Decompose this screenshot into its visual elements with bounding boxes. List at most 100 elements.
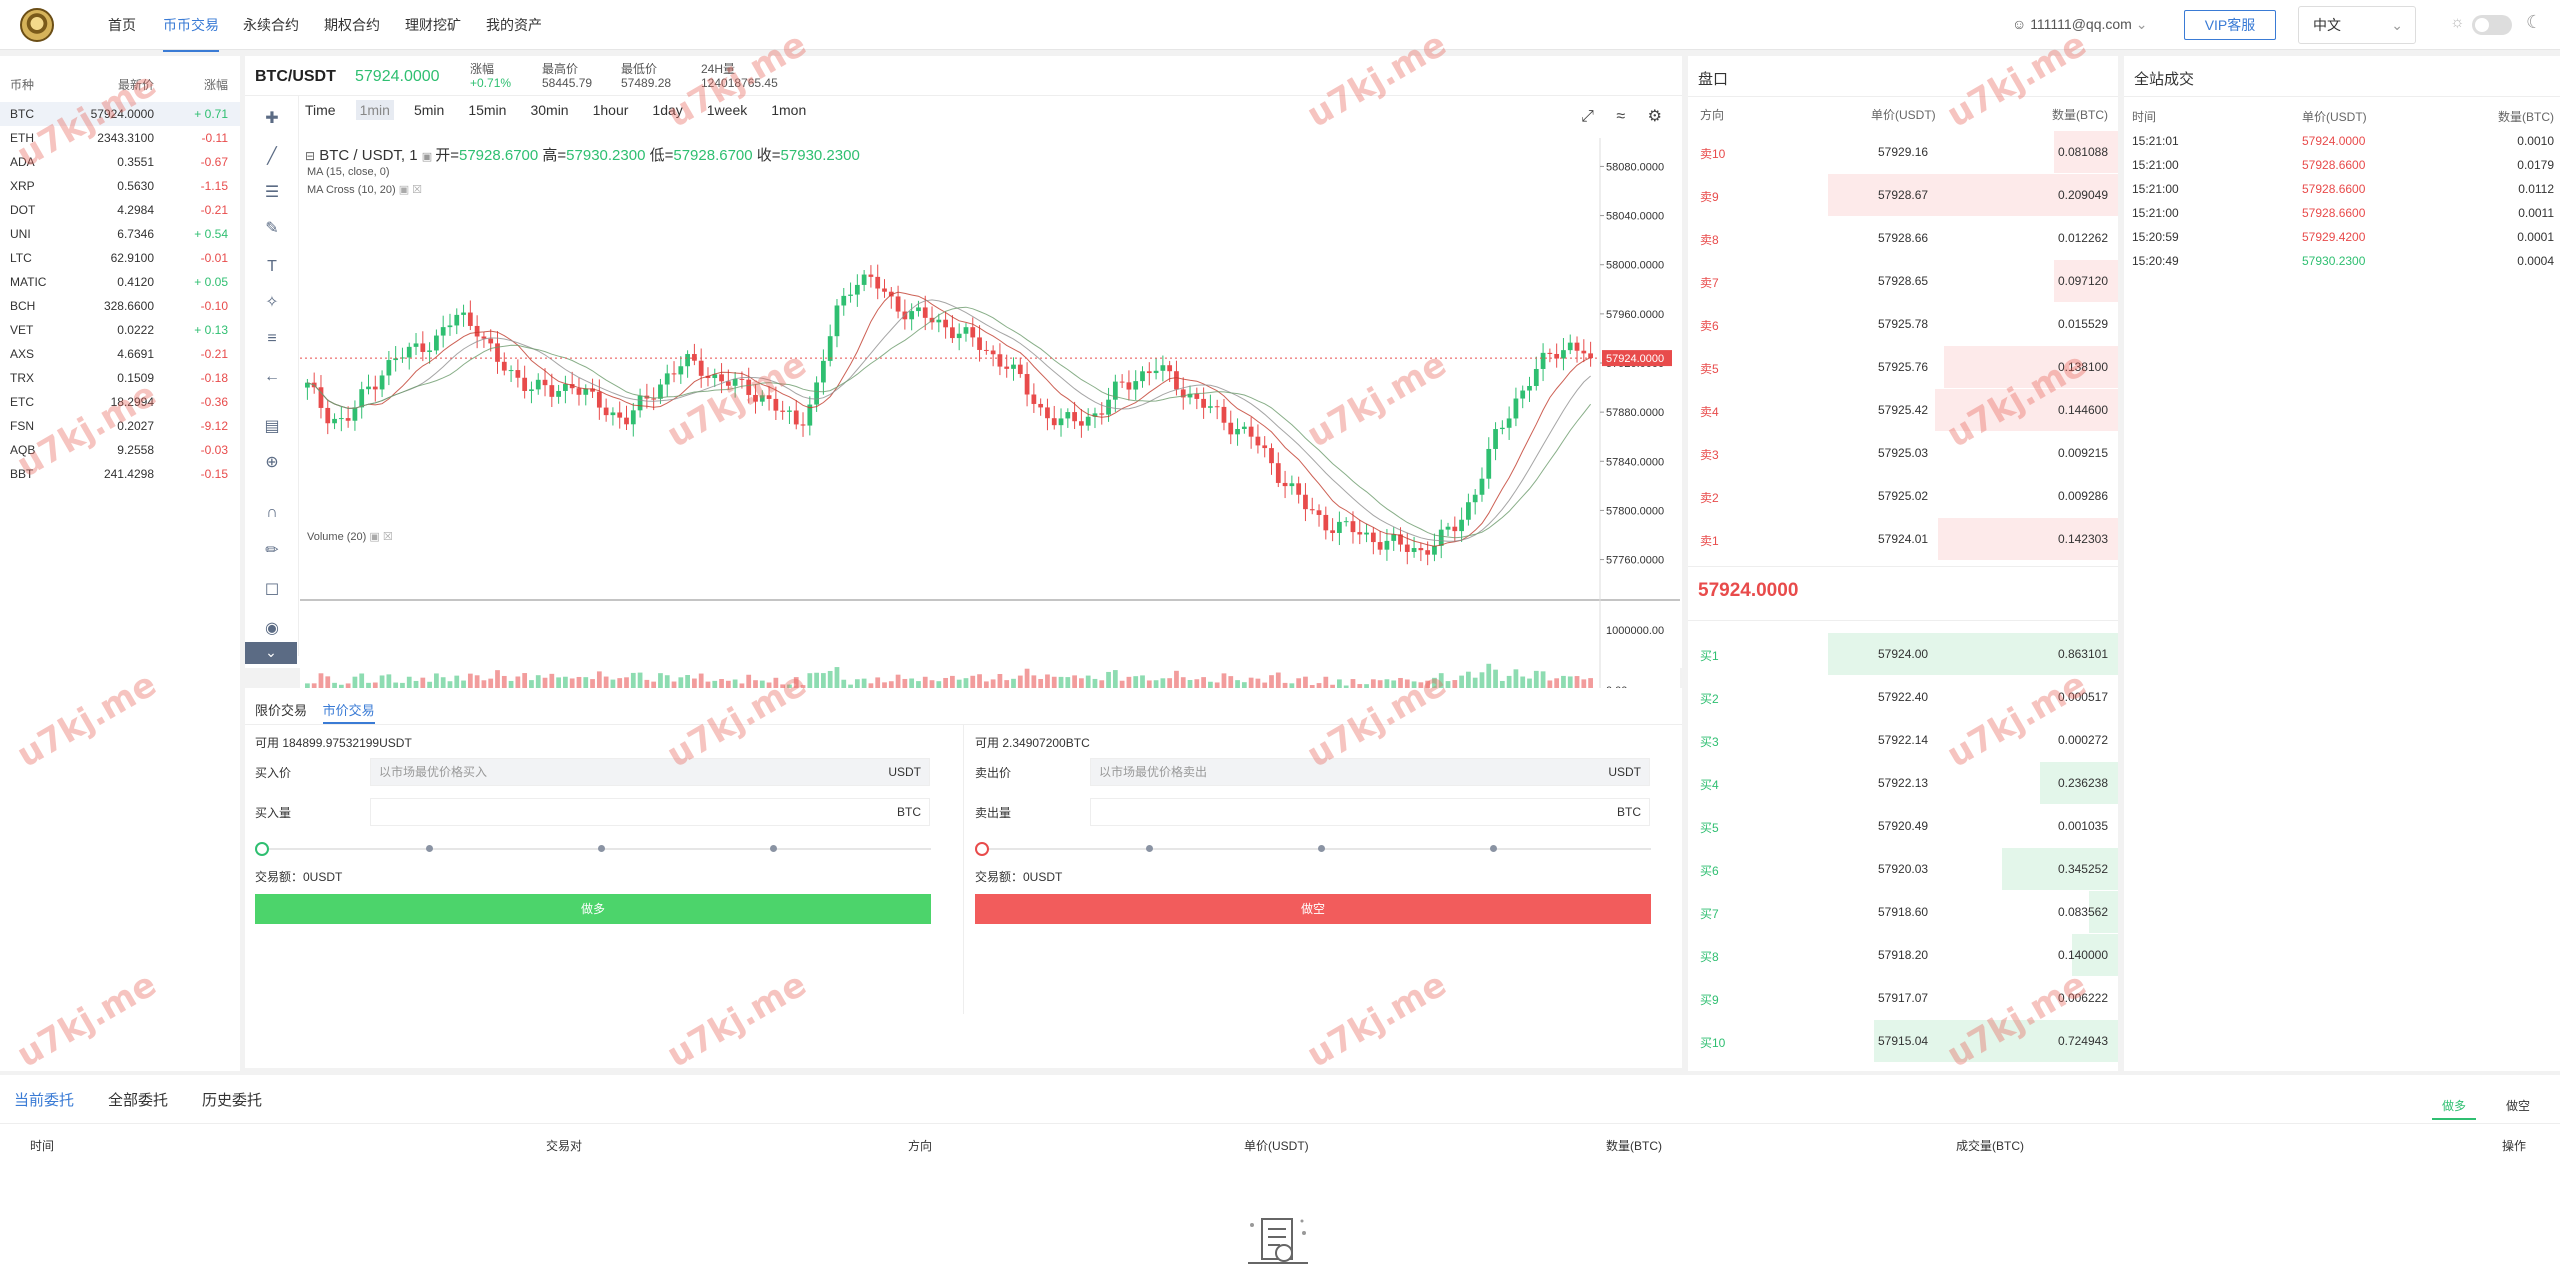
market-row[interactable]: LTC 62.9100 -0.01 bbox=[0, 246, 240, 270]
user-menu[interactable]: ☺ 111111@qq.com ⌄ bbox=[2012, 16, 2147, 33]
market-row[interactable]: UNI 6.7346 + 0.54 bbox=[0, 222, 240, 246]
legend-hide-icon[interactable]: ▣ ☒ bbox=[369, 531, 393, 543]
slider-knob[interactable] bbox=[975, 842, 989, 856]
nav-assets[interactable]: 我的资产 bbox=[486, 17, 542, 33]
ask-row[interactable]: 卖3 57925.03 0.009215 bbox=[1688, 432, 2118, 474]
market-row[interactable]: ADA 0.3551 -0.67 bbox=[0, 150, 240, 174]
market-row[interactable]: BCH 328.6600 -0.10 bbox=[0, 294, 240, 318]
candle bbox=[1201, 387, 1206, 419]
lock-icon[interactable]: ☐ bbox=[264, 582, 280, 599]
fullscreen-icon[interactable]: ⤢ bbox=[1581, 108, 1594, 125]
ask-row[interactable]: 卖4 57925.42 0.144600 bbox=[1688, 389, 2118, 431]
sell-slider[interactable] bbox=[975, 842, 1651, 856]
ask-row[interactable]: 卖5 57925.76 0.138100 bbox=[1688, 346, 2118, 388]
magnet-icon[interactable]: ∩ bbox=[266, 504, 278, 521]
timeframe-Time[interactable]: Time bbox=[305, 102, 336, 118]
nav-spot[interactable]: 币币交易 bbox=[163, 17, 219, 52]
tab-limit[interactable]: 限价交易 bbox=[255, 703, 308, 718]
volume-bar bbox=[1106, 671, 1111, 690]
tab-market[interactable]: 市价交易 bbox=[322, 703, 375, 724]
pencil-lock-icon[interactable]: ✏ bbox=[265, 542, 279, 559]
buy-amount-input[interactable]: BTC bbox=[370, 798, 930, 826]
long-button[interactable]: 做多 bbox=[255, 894, 931, 924]
bid-row[interactable]: 买5 57920.49 0.001035 bbox=[1688, 805, 2118, 847]
market-row[interactable]: FSN 0.2027 -9.12 bbox=[0, 414, 240, 438]
indicator-icon[interactable]: ≈ bbox=[1616, 108, 1626, 125]
ask-row[interactable]: 卖7 57928.65 0.097120 bbox=[1688, 260, 2118, 302]
language-select[interactable]: 中文 ⌄ bbox=[2298, 6, 2416, 44]
zoom-in-icon[interactable]: ⊕ bbox=[265, 454, 279, 471]
ask-row[interactable]: 卖6 57925.78 0.015529 bbox=[1688, 303, 2118, 345]
market-row[interactable]: XRP 0.5630 -1.15 bbox=[0, 174, 240, 198]
ruler-icon[interactable]: ▤ bbox=[264, 418, 280, 435]
logo[interactable] bbox=[20, 8, 54, 42]
market-row[interactable]: MATIC 0.4120 + 0.05 bbox=[0, 270, 240, 294]
filter-long[interactable]: 做多 bbox=[2432, 1097, 2477, 1120]
nav-perpetual[interactable]: 永续合约 bbox=[243, 17, 299, 33]
bid-row[interactable]: 买1 57924.00 0.863101 bbox=[1688, 633, 2118, 675]
pattern-icon[interactable]: ✧ bbox=[265, 294, 279, 311]
candlestick-chart[interactable]: 58080.0000 58040.0000 58000.0000 57960.0000… bbox=[300, 138, 1680, 728]
timeframe-30min[interactable]: 30min bbox=[530, 102, 569, 118]
vip-service-button[interactable]: VIP客服 bbox=[2184, 10, 2276, 40]
bid-row[interactable]: 买3 57922.14 0.000272 bbox=[1688, 719, 2118, 761]
slider-knob[interactable] bbox=[255, 842, 269, 856]
timeframe-5min[interactable]: 5min bbox=[413, 102, 445, 118]
timeframe-1mon[interactable]: 1mon bbox=[771, 102, 807, 118]
market-row[interactable]: BBT 241.4298 -0.15 bbox=[0, 462, 240, 486]
timeframe-1min[interactable]: 1min bbox=[355, 100, 394, 120]
theme-toggle[interactable] bbox=[2472, 15, 2512, 35]
buy-price-input[interactable]: 以市场最优价格买入 USDT bbox=[370, 758, 930, 786]
bid-row[interactable]: 买10 57915.04 0.724943 bbox=[1688, 1020, 2118, 1062]
market-row[interactable]: ETC 18.2994 -0.36 bbox=[0, 390, 240, 414]
timeframe-1day[interactable]: 1day bbox=[652, 102, 683, 118]
market-row[interactable]: BTC 57924.0000 + 0.71 bbox=[0, 102, 240, 126]
timeframe-1hour[interactable]: 1hour bbox=[592, 102, 629, 118]
tab-all-orders[interactable]: 全部委托 bbox=[108, 1092, 169, 1109]
brush-icon[interactable]: ✎ bbox=[265, 220, 279, 237]
market-row[interactable]: VET 0.0222 + 0.13 bbox=[0, 318, 240, 342]
short-button[interactable]: 做空 bbox=[975, 894, 1651, 924]
ask-row[interactable]: 卖9 57928.67 0.209049 bbox=[1688, 174, 2118, 216]
sell-price-input[interactable]: 以市场最优价格卖出 USDT bbox=[1090, 758, 1650, 786]
timeframe-15min[interactable]: 15min bbox=[468, 102, 507, 118]
collapse-legend-icon[interactable]: ⊟ bbox=[305, 149, 316, 163]
ask-row[interactable]: 卖8 57928.66 0.012262 bbox=[1688, 217, 2118, 259]
eye-icon[interactable]: ◉ bbox=[265, 620, 279, 637]
timeframe-1week[interactable]: 1week bbox=[706, 102, 748, 118]
gear-icon[interactable]: ⚙ bbox=[1647, 108, 1662, 125]
nav-finance[interactable]: 理财挖矿 bbox=[405, 17, 461, 33]
sell-amount-input[interactable]: BTC bbox=[1090, 798, 1650, 826]
market-row[interactable]: AXS 4.6691 -0.21 bbox=[0, 342, 240, 366]
market-row[interactable]: AQB 9.2558 -0.03 bbox=[0, 438, 240, 462]
nav-home[interactable]: 首页 bbox=[108, 17, 136, 33]
market-row[interactable]: ETH 2343.3100 -0.11 bbox=[0, 126, 240, 150]
candle bbox=[977, 325, 982, 362]
trend-line-icon[interactable]: ╱ bbox=[267, 148, 277, 165]
nav-options[interactable]: 期权合约 bbox=[324, 17, 380, 33]
legend-hide-icon[interactable]: ▣ ☒ bbox=[398, 184, 423, 196]
bid-row[interactable]: 买8 57918.20 0.140000 bbox=[1688, 934, 2118, 976]
legend-settings-icon[interactable]: ▣ bbox=[421, 151, 436, 163]
ask-row[interactable]: 卖2 57925.02 0.009286 bbox=[1688, 475, 2118, 517]
ask-row[interactable]: 卖10 57929.16 0.081088 bbox=[1688, 131, 2118, 173]
bid-row[interactable]: 买9 57917.07 0.006222 bbox=[1688, 977, 2118, 1019]
fib-tool-icon[interactable]: ☰ bbox=[264, 184, 280, 201]
bid-row[interactable]: 买2 57922.40 0.000517 bbox=[1688, 676, 2118, 718]
volume-bar bbox=[338, 684, 344, 690]
tab-history-orders[interactable]: 历史委托 bbox=[202, 1092, 263, 1109]
bid-row[interactable]: 买6 57920.03 0.345252 bbox=[1688, 848, 2118, 890]
text-tool-icon[interactable]: T bbox=[267, 258, 277, 275]
bid-row[interactable]: 买7 57918.60 0.083562 bbox=[1688, 891, 2118, 933]
buy-slider[interactable] bbox=[255, 842, 931, 856]
bid-row[interactable]: 买4 57922.13 0.236238 bbox=[1688, 762, 2118, 804]
filter-short[interactable]: 做空 bbox=[2506, 1099, 2531, 1113]
collapse-toolbar-button[interactable]: ⌄ bbox=[245, 642, 297, 664]
market-row[interactable]: DOT 4.2984 -0.21 bbox=[0, 198, 240, 222]
tab-current-orders[interactable]: 当前委托 bbox=[14, 1092, 75, 1109]
market-row[interactable]: TRX 0.1509 -0.18 bbox=[0, 366, 240, 390]
crosshair-icon[interactable]: ✚ bbox=[265, 110, 279, 127]
ask-row[interactable]: 卖1 57924.01 0.142303 bbox=[1688, 518, 2118, 560]
back-arrow-icon[interactable]: ← bbox=[264, 368, 280, 385]
measure-icon[interactable]: ≡ bbox=[267, 330, 277, 347]
